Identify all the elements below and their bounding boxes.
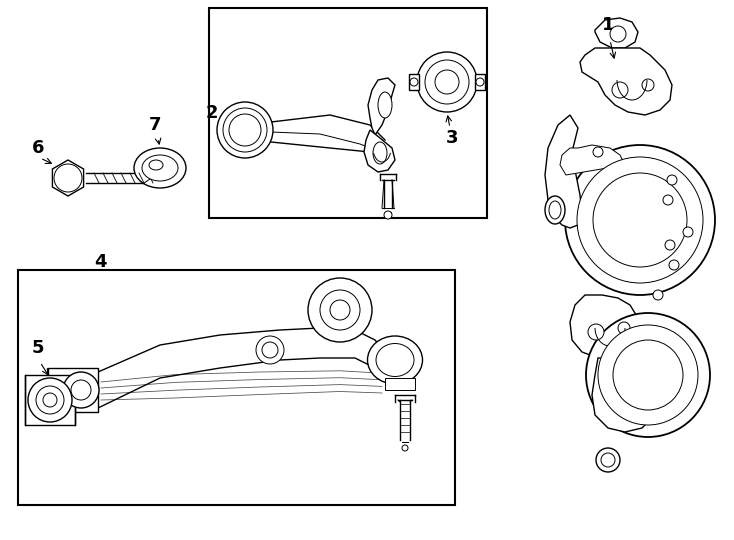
Circle shape: [586, 313, 710, 437]
Circle shape: [598, 325, 698, 425]
Circle shape: [642, 79, 654, 91]
Circle shape: [425, 60, 469, 104]
Ellipse shape: [134, 148, 186, 188]
Polygon shape: [98, 328, 388, 408]
Ellipse shape: [142, 155, 178, 181]
Circle shape: [476, 78, 484, 86]
Circle shape: [256, 336, 284, 364]
Circle shape: [601, 453, 615, 467]
Circle shape: [262, 342, 278, 358]
Circle shape: [588, 324, 604, 340]
Ellipse shape: [368, 336, 423, 384]
Ellipse shape: [376, 343, 414, 376]
Circle shape: [577, 157, 703, 283]
Bar: [209, 8, 487, 218]
Circle shape: [63, 372, 99, 408]
Ellipse shape: [378, 92, 392, 118]
Circle shape: [417, 52, 477, 112]
Polygon shape: [595, 18, 638, 48]
Bar: [48, 368, 98, 412]
Polygon shape: [545, 115, 582, 228]
Bar: [18, 270, 455, 505]
Bar: [475, 74, 485, 90]
Circle shape: [683, 227, 693, 237]
Text: 4: 4: [94, 253, 106, 271]
Bar: [385, 378, 415, 390]
Polygon shape: [368, 78, 395, 135]
Polygon shape: [52, 160, 84, 196]
Text: 1: 1: [602, 16, 614, 34]
Circle shape: [54, 164, 82, 192]
Circle shape: [669, 260, 679, 270]
Polygon shape: [592, 358, 655, 432]
Ellipse shape: [149, 160, 163, 170]
Circle shape: [43, 393, 57, 407]
Circle shape: [593, 147, 603, 157]
Polygon shape: [570, 295, 640, 358]
Text: 2: 2: [206, 104, 218, 122]
Circle shape: [217, 102, 273, 158]
Bar: [409, 74, 419, 90]
Circle shape: [667, 175, 677, 185]
Text: 7: 7: [149, 116, 161, 134]
Circle shape: [593, 173, 687, 267]
Circle shape: [71, 380, 91, 400]
Circle shape: [435, 70, 459, 94]
Circle shape: [653, 290, 663, 300]
Circle shape: [330, 300, 350, 320]
Circle shape: [410, 78, 418, 86]
Text: 3: 3: [446, 129, 458, 147]
Polygon shape: [364, 130, 395, 172]
Polygon shape: [560, 145, 625, 175]
Circle shape: [229, 114, 261, 146]
Polygon shape: [580, 48, 672, 115]
Circle shape: [610, 26, 626, 42]
Circle shape: [613, 340, 683, 410]
Circle shape: [612, 82, 628, 98]
Circle shape: [308, 278, 372, 342]
Ellipse shape: [373, 142, 387, 164]
Text: 5: 5: [32, 339, 44, 357]
Circle shape: [596, 448, 620, 472]
Circle shape: [618, 322, 630, 334]
Circle shape: [384, 211, 392, 219]
Circle shape: [36, 386, 64, 414]
Circle shape: [28, 378, 72, 422]
Circle shape: [320, 290, 360, 330]
Bar: [25, 375, 75, 425]
Circle shape: [402, 445, 408, 451]
Circle shape: [565, 145, 715, 295]
Circle shape: [665, 240, 675, 250]
Text: 6: 6: [32, 139, 44, 157]
Ellipse shape: [545, 196, 565, 224]
Circle shape: [663, 195, 673, 205]
Ellipse shape: [549, 201, 561, 219]
